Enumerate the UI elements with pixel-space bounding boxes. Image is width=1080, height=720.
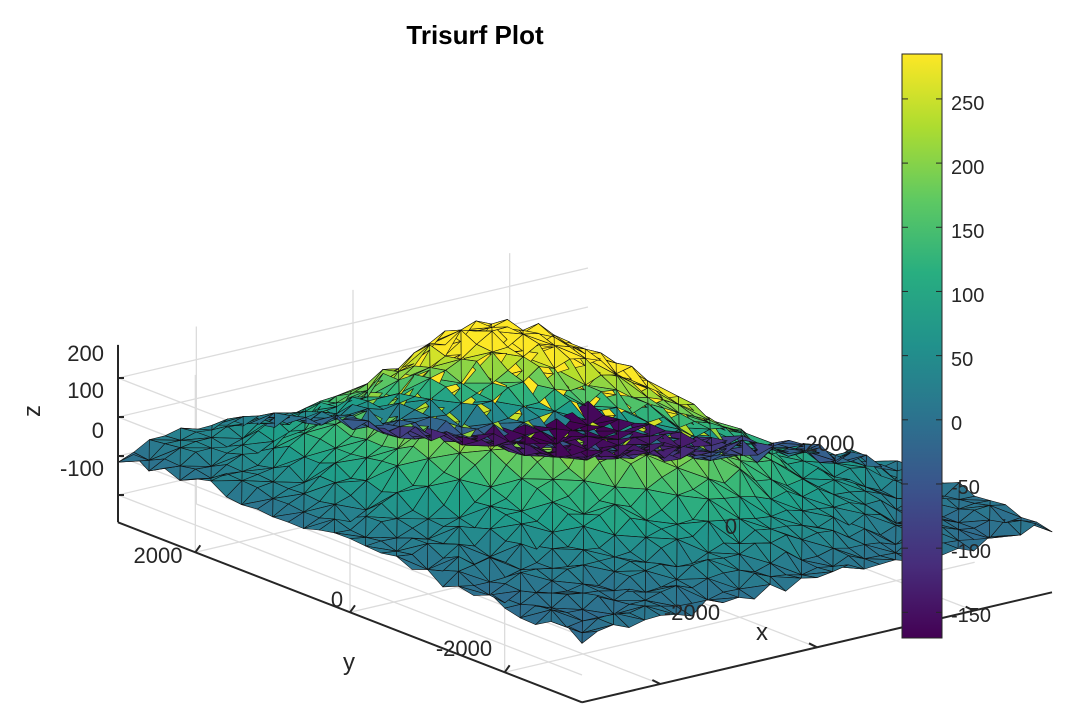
x-tick-label: 2000	[806, 431, 855, 456]
z-tick-label: 100	[67, 378, 104, 403]
colorbar	[901, 53, 943, 639]
surface-triangle	[117, 454, 150, 463]
colorbar-tick-label: -100	[951, 541, 991, 563]
y-tick-label: 0	[331, 587, 343, 612]
surface-triangle	[365, 545, 397, 554]
surface-triangle	[210, 480, 243, 498]
colorbar-tick-label: 250	[951, 93, 984, 115]
surface-triangle	[272, 511, 305, 523]
grid-line	[117, 494, 583, 676]
y-tick-mark	[194, 544, 202, 553]
y-tick-label: -2000	[436, 636, 492, 661]
surface-triangle	[581, 630, 599, 644]
x-tick-mark	[965, 605, 975, 612]
z-tick-label: 200	[67, 341, 104, 366]
colorbar-tick-label: 100	[951, 285, 984, 307]
surface-triangle	[989, 500, 1006, 506]
colorbar-tick-label: 50	[951, 349, 973, 371]
axes	[117, 344, 1053, 704]
surface-triangle	[241, 498, 274, 510]
z-axis-label: z	[19, 405, 46, 417]
y-axis-label: y	[343, 649, 355, 676]
y-tick-label: 2000	[134, 543, 183, 568]
surface-triangle	[303, 518, 336, 531]
y-tick-mark	[349, 604, 356, 613]
colorbar-ticks	[902, 98, 942, 613]
z-tick-label: 0	[92, 418, 104, 443]
grid-line	[504, 561, 975, 673]
surface-triangle	[396, 555, 428, 570]
colorbar-tick-label: -150	[951, 605, 991, 627]
x-tick-label: -2000	[664, 600, 720, 625]
colorbar-tick-label: -50	[951, 477, 980, 499]
surface-triangle	[334, 532, 367, 539]
x-tick-mark	[651, 679, 661, 685]
surface-triangle	[148, 465, 181, 472]
chart-title: Trisurf Plot	[406, 20, 544, 50]
x-tick-mark	[808, 642, 818, 649]
y-tick-mark	[503, 664, 511, 673]
grid-line	[117, 267, 589, 379]
colorbar-tick-label: 150	[951, 221, 984, 243]
surface-triangle	[179, 477, 212, 481]
surface-triangle	[678, 396, 695, 405]
x-tick-label: 0	[725, 514, 737, 539]
colorbar-tick-label: 200	[951, 157, 984, 179]
colorbar-tick-label: 0	[951, 413, 962, 435]
surface-triangle	[519, 609, 552, 625]
surface-triangle	[457, 585, 490, 596]
z-tick-label: -100	[60, 456, 104, 481]
x-axis-label: x	[756, 619, 768, 646]
